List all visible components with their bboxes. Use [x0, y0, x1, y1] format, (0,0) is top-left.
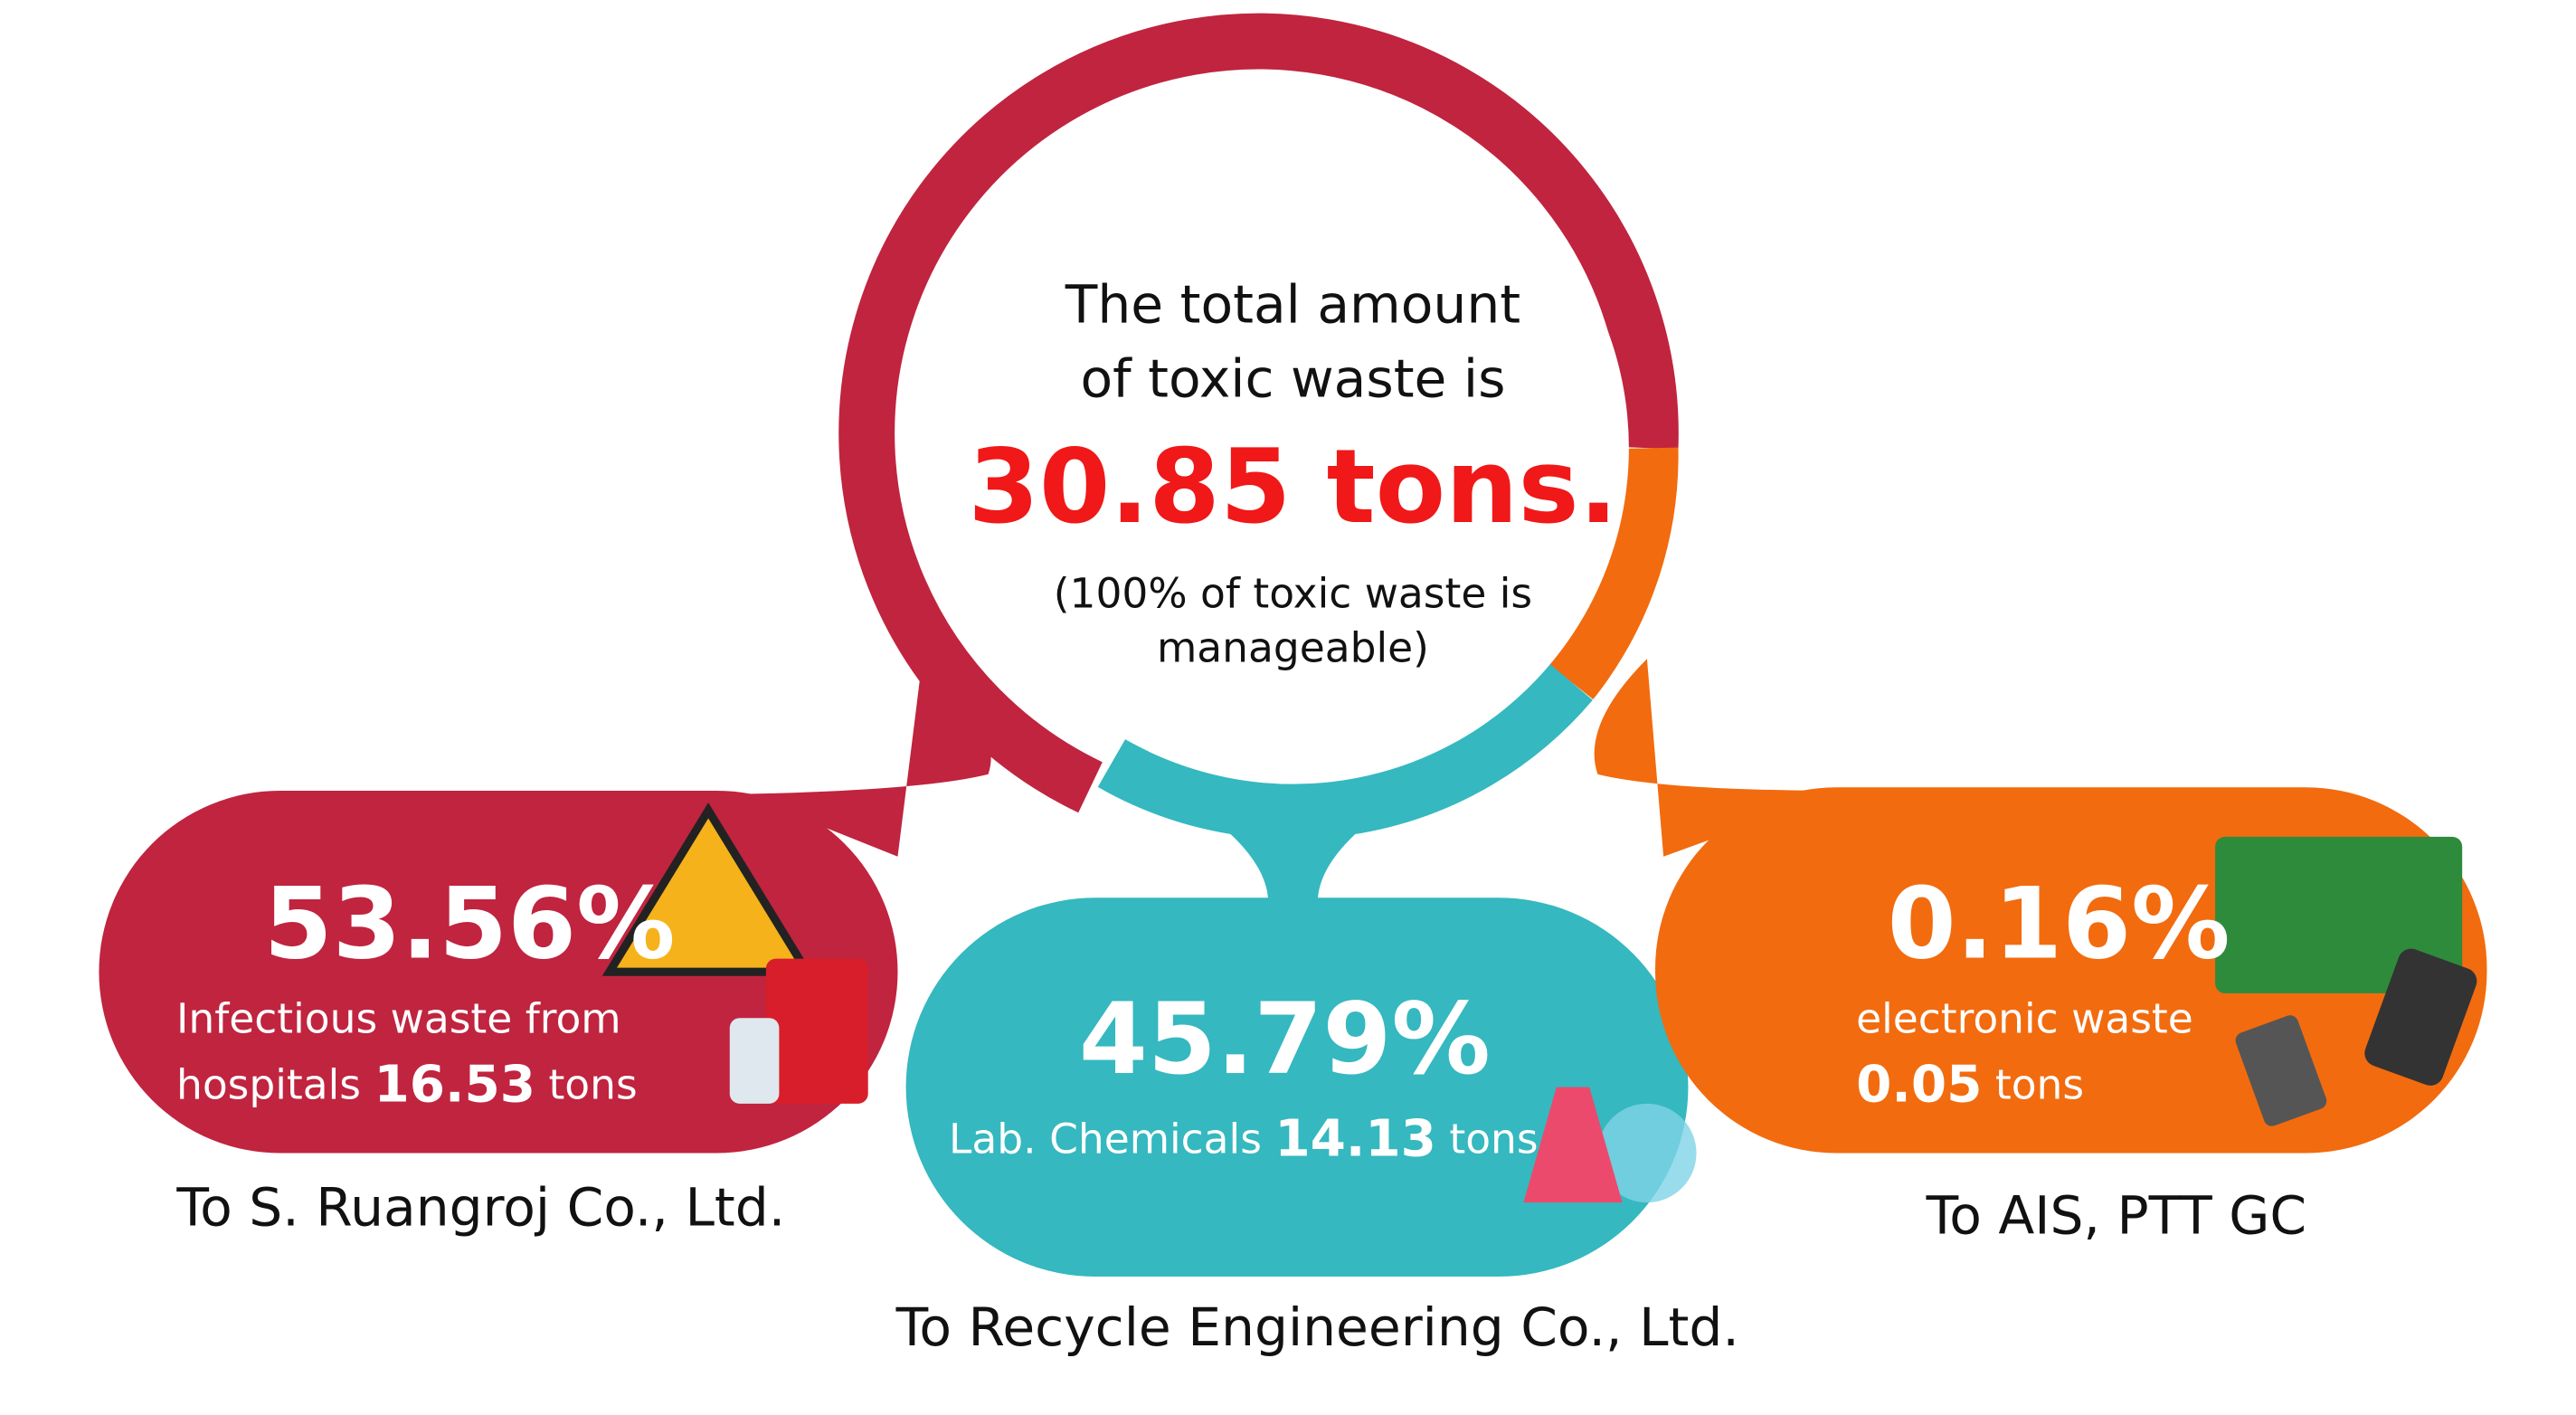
percent: 0.16% — [1888, 866, 2230, 981]
amount: 16.53 — [374, 1055, 535, 1114]
center-disc — [957, 111, 1629, 784]
bin-icon — [765, 958, 868, 1104]
flask-icon-2 — [1523, 1087, 1623, 1203]
destination: To S. Ruangroj Co., Ltd. — [175, 1176, 785, 1238]
note: manageable) — [1157, 624, 1429, 672]
amount: 0.05 — [1856, 1055, 1982, 1114]
percent: 45.79% — [1079, 982, 1491, 1097]
red-connector — [741, 659, 991, 857]
amount: 14.13 — [1274, 1109, 1436, 1168]
phone-icon-2 — [2235, 1015, 2327, 1126]
percent: 53.56% — [264, 866, 676, 981]
description: 0.05 tons — [1856, 1055, 2084, 1114]
ring-red — [838, 13, 1679, 813]
teal-panel — [905, 897, 1689, 1277]
unit: tons — [1995, 1060, 2084, 1108]
description: electronic waste — [1856, 994, 2193, 1042]
flask-icon — [1597, 1103, 1697, 1203]
total: 30.85 tons. — [968, 427, 1617, 546]
unit: tons — [548, 1060, 637, 1108]
description: Lab. Chemicals — [949, 1115, 1262, 1163]
ring — [838, 13, 1679, 840]
center-line: The total amount — [1065, 274, 1520, 336]
description: Lab. Chemicals 14.13 tons — [949, 1109, 1539, 1168]
note: (100% of toxic waste is — [1054, 570, 1532, 618]
ring-teal — [1097, 663, 1593, 840]
ring-orange — [1548, 447, 1679, 700]
unit: tons — [1449, 1115, 1538, 1163]
description: Infectious waste from — [176, 994, 621, 1042]
description: hospitals — [176, 1060, 361, 1108]
center-line: of toxic waste is — [1080, 348, 1505, 410]
phone-icon — [2364, 948, 2477, 1086]
description: hospitals 16.53 tons — [176, 1055, 638, 1114]
destination: To AIS, PTT GC — [1926, 1184, 2306, 1246]
teal-connector — [1218, 823, 1368, 903]
destination: To Recycle Engineering Co., Ltd. — [895, 1296, 1739, 1358]
bottle-icon — [729, 1018, 780, 1104]
hazard-icon — [601, 802, 815, 976]
orange-connector — [1594, 659, 1845, 857]
